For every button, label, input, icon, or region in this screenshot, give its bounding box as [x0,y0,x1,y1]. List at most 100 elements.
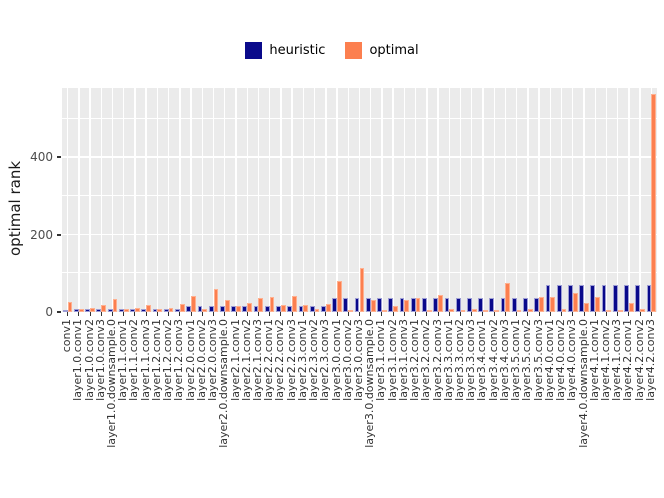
x-tick-mark [190,312,192,316]
bar-optimal [258,298,264,312]
x-tick-mark [246,312,248,316]
bar-optimal [539,297,544,312]
bar-heuristic [489,298,495,312]
x-tick-mark [594,312,596,316]
bar-heuristic [410,298,416,312]
category-gridline [89,88,91,312]
bar-optimal [303,304,309,312]
x-tick-label: layer3.4.conv1 [475,319,489,401]
category-gridline [538,88,540,312]
x-tick-mark [235,312,237,316]
bar-heuristic [74,308,79,312]
x-tick-mark [527,312,529,316]
bar-heuristic [388,298,394,312]
bar-heuristic [568,285,573,312]
x-tick-label: layer3.0.conv1 [329,319,343,401]
category-gridline [100,88,102,312]
category-gridline [471,88,473,312]
category-gridline [617,88,619,312]
category-gridline [549,88,552,312]
bar-heuristic [612,285,618,312]
category-gridline [527,88,529,312]
category-gridline [212,88,215,312]
bar-optimal [90,308,95,312]
category-gridline [426,88,428,312]
category-gridline [280,88,282,312]
bar-heuristic [422,298,427,312]
bar-optimal [157,308,163,312]
bar-optimal [280,304,286,312]
bar-optimal [179,304,185,312]
category-gridline [437,88,439,312]
bar-optimal [628,302,634,312]
category-gridline [145,88,147,312]
category-gridline [313,88,316,312]
category-gridline [504,88,507,312]
bar-optimal [236,305,241,312]
category-gridline [167,88,170,312]
plot-area [62,88,657,312]
legend: heuristic optimal [0,40,664,60]
bar-heuristic [354,298,360,312]
x-tick-mark [269,312,271,316]
x-tick-mark [78,312,80,316]
x-tick-mark [605,312,607,316]
x-tick-mark [370,312,372,316]
bar-optimal [146,304,151,312]
category-gridline [414,88,417,312]
heuristic-swatch-icon [245,41,263,59]
category-gridline [403,88,406,312]
bar-optimal [325,303,331,312]
bar-optimal [134,308,140,312]
x-tick-mark [448,312,450,316]
bar-heuristic [624,285,629,312]
bar-optimal [460,310,466,312]
category-gridline [123,88,125,312]
category-gridline [235,88,237,312]
category-gridline [224,88,226,312]
x-tick-mark [156,312,158,316]
bar-heuristic [175,308,180,312]
x-tick-mark [549,312,551,316]
bar-heuristic [107,308,113,312]
bar-optimal [651,94,657,312]
x-tick-mark [257,312,259,316]
bar-heuristic [500,298,506,312]
bar-optimal [123,309,129,312]
category-gridline [392,88,394,312]
x-tick-label: layer4.2.conv2 [632,319,646,401]
category-gridline [459,88,462,312]
x-tick-mark [67,312,69,316]
x-tick-mark [213,312,215,316]
x-tick-mark [650,312,652,316]
bar-heuristic [455,298,461,312]
category-gridline [201,88,204,312]
bar-heuristic [534,298,540,312]
x-tick-mark [201,312,203,316]
category-gridline [628,88,630,312]
bar-heuristic [377,298,382,312]
x-tick-mark [493,312,495,316]
x-tick-mark [381,312,383,316]
x-tick-label: layer2.3.conv3 [318,319,332,401]
bar-heuristic [208,305,214,312]
category-gridline [560,88,563,312]
bar-heuristic [130,308,135,312]
x-tick-label: layer3.1.conv1 [374,319,388,401]
y-tick-mark [57,311,61,313]
y-tick-label: 400 [30,150,53,165]
bar-heuristic [253,305,259,312]
x-tick-mark [168,312,170,316]
bar-optimal [584,302,589,312]
bar-optimal [617,310,623,312]
x-tick-label: layer1.2.conv3 [172,319,186,401]
optimal-swatch-icon [345,41,363,59]
bar-optimal [561,308,567,312]
bar-optimal [527,308,533,312]
legend-item-optimal: optimal [345,41,419,59]
category-gridline [370,88,372,312]
bar-heuristic [399,298,405,312]
x-tick-mark [325,312,327,316]
x-tick-mark [403,312,405,316]
bar-heuristic [343,298,349,312]
